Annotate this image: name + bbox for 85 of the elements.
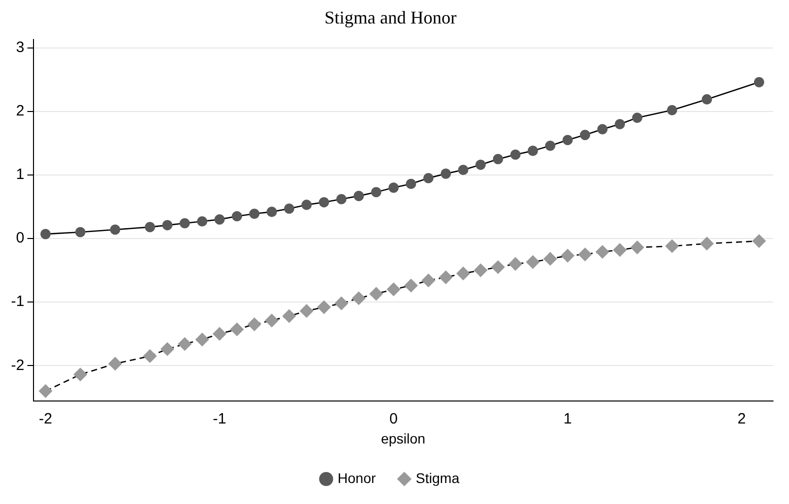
point <box>143 349 157 363</box>
point <box>110 224 120 235</box>
point <box>700 236 714 250</box>
point <box>474 264 488 277</box>
point <box>560 249 574 262</box>
point <box>284 203 294 214</box>
point <box>162 220 172 230</box>
point <box>632 112 642 123</box>
point <box>544 252 557 266</box>
point <box>108 357 122 370</box>
chart-title: Stigma and Honor <box>324 8 456 28</box>
point <box>74 368 87 382</box>
point <box>282 309 296 323</box>
point <box>475 160 486 170</box>
y-tick-label: -1 <box>10 293 24 310</box>
x-axis-title: epsilon <box>380 430 426 446</box>
y-tick-label: -2 <box>10 356 24 374</box>
point <box>423 172 434 184</box>
point <box>300 304 314 318</box>
point <box>439 270 452 284</box>
point <box>404 278 418 292</box>
point <box>214 214 225 225</box>
y-tick-label: 3 <box>16 39 24 56</box>
point <box>318 197 330 208</box>
point <box>249 208 260 219</box>
point <box>248 318 262 331</box>
point <box>386 282 400 296</box>
point <box>440 168 451 179</box>
point <box>596 245 610 259</box>
point <box>492 154 504 164</box>
x-tick-label: -1 <box>212 410 226 428</box>
point <box>508 257 522 271</box>
point <box>666 104 678 116</box>
point <box>406 178 416 190</box>
point <box>197 216 208 227</box>
x-tick-label: -2 <box>38 410 52 428</box>
point <box>232 211 242 222</box>
point <box>422 274 436 288</box>
point <box>491 260 505 274</box>
point <box>178 337 192 351</box>
point <box>144 222 156 232</box>
point <box>371 186 382 198</box>
y-tick-label: 2 <box>16 102 24 120</box>
y-tick-label: 0 <box>16 230 24 247</box>
point <box>266 206 277 217</box>
point <box>265 314 278 328</box>
point <box>75 227 86 238</box>
point <box>752 234 766 248</box>
point <box>388 182 399 193</box>
point <box>597 124 608 134</box>
point <box>196 332 209 346</box>
point <box>352 292 366 305</box>
point <box>301 200 312 210</box>
x-tick-label: 2 <box>738 410 746 428</box>
point <box>510 149 521 160</box>
point <box>578 248 592 262</box>
point <box>354 190 364 202</box>
point <box>456 266 470 280</box>
point <box>754 77 764 88</box>
point <box>614 118 625 130</box>
point <box>334 296 348 310</box>
point <box>613 243 626 257</box>
point <box>212 327 226 340</box>
point <box>665 239 679 253</box>
legend-label: Stigma <box>416 470 460 486</box>
x-tick-label: 1 <box>563 410 572 428</box>
point <box>180 218 190 228</box>
point <box>458 164 468 176</box>
legend-label: Honor <box>338 470 376 486</box>
point <box>40 228 51 240</box>
point <box>336 194 347 204</box>
point <box>160 342 174 356</box>
point <box>630 240 644 254</box>
point <box>562 134 573 146</box>
y-tick-label: 1 <box>16 166 24 184</box>
x-tick-label: 0 <box>389 410 398 428</box>
point <box>317 300 331 314</box>
point <box>230 322 244 336</box>
point <box>370 287 383 300</box>
point <box>580 130 590 140</box>
point <box>526 255 540 269</box>
point <box>38 384 52 398</box>
point <box>702 94 712 104</box>
point <box>528 146 538 156</box>
point <box>545 140 556 151</box>
